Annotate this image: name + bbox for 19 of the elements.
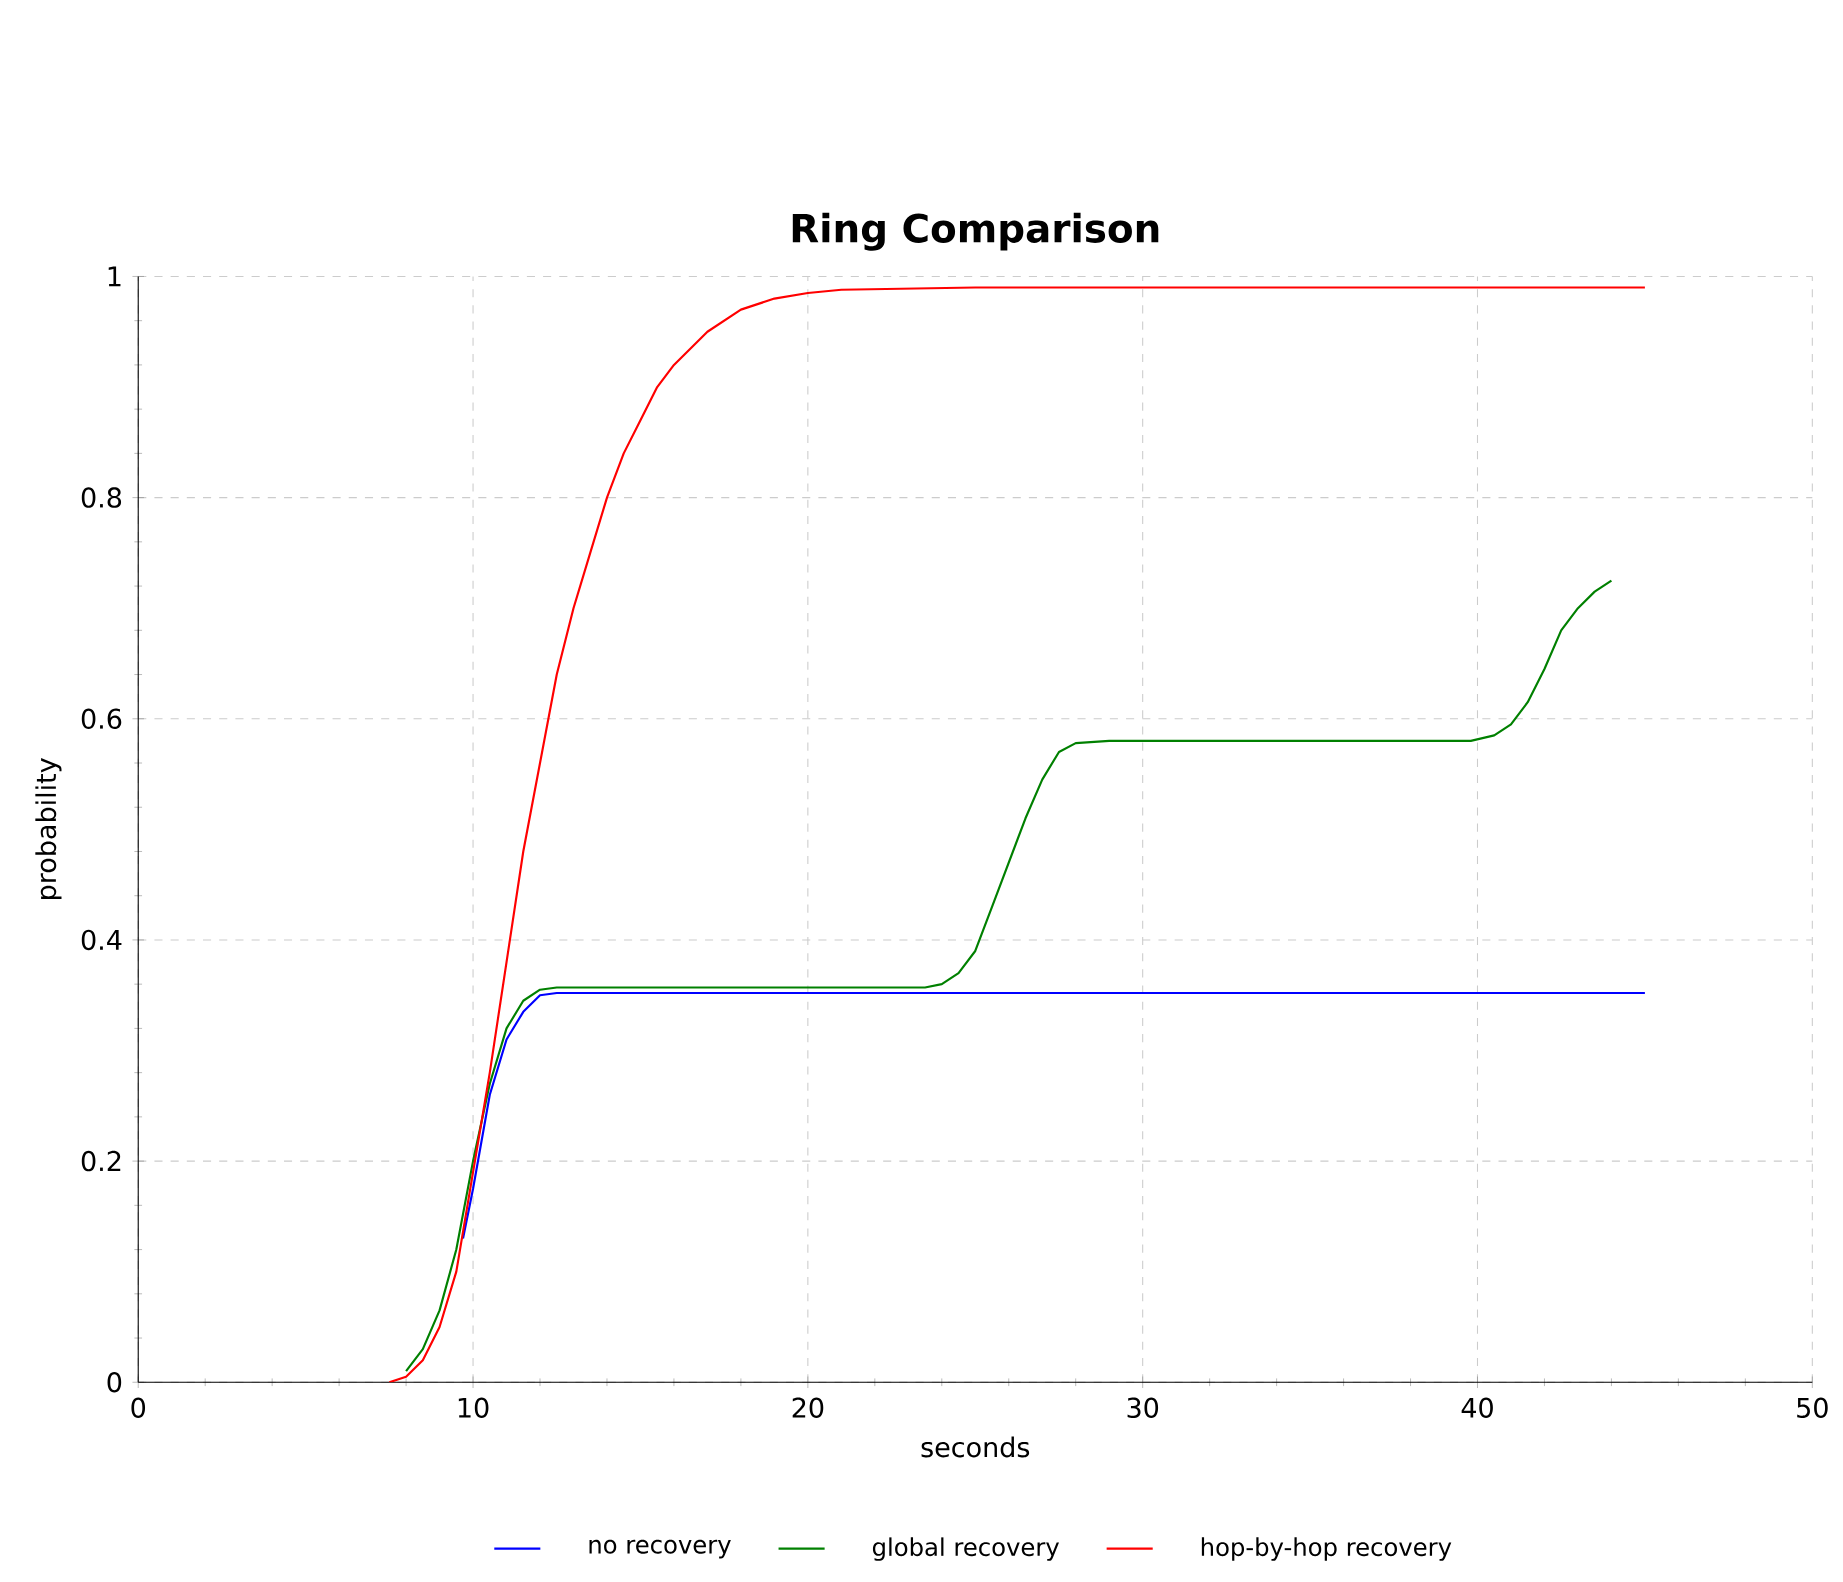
- x-tick-label: 20: [792, 1397, 824, 1418]
- line-series: [461, 991, 1646, 1240]
- x-tick-label: 30: [1127, 1397, 1159, 1418]
- y-tick-label: 1: [108, 266, 121, 287]
- y-tick-label: 0.6: [81, 708, 122, 730]
- y-axis-title: probability: [35, 758, 62, 899]
- x-tick-label: 10: [458, 1397, 489, 1418]
- x-tick-label: 40: [1461, 1397, 1493, 1418]
- legend-label: hop-by-hop recovery: [1201, 1537, 1452, 1561]
- chart-title: Ring Comparison: [792, 212, 1159, 251]
- x-tick-label: 0: [131, 1397, 146, 1418]
- y-tick-label: 0.2: [81, 1150, 121, 1172]
- x-tick-label: 50: [1797, 1397, 1828, 1418]
- y-tick-label: 0.8: [81, 487, 122, 508]
- y-tick-label: 0: [107, 1372, 122, 1393]
- y-tick-label: 0.4: [81, 929, 122, 951]
- x-axis-title: seconds: [921, 1436, 1030, 1458]
- legend-label: global recovery: [872, 1537, 1059, 1561]
- legend-label: no recovery: [589, 1539, 731, 1559]
